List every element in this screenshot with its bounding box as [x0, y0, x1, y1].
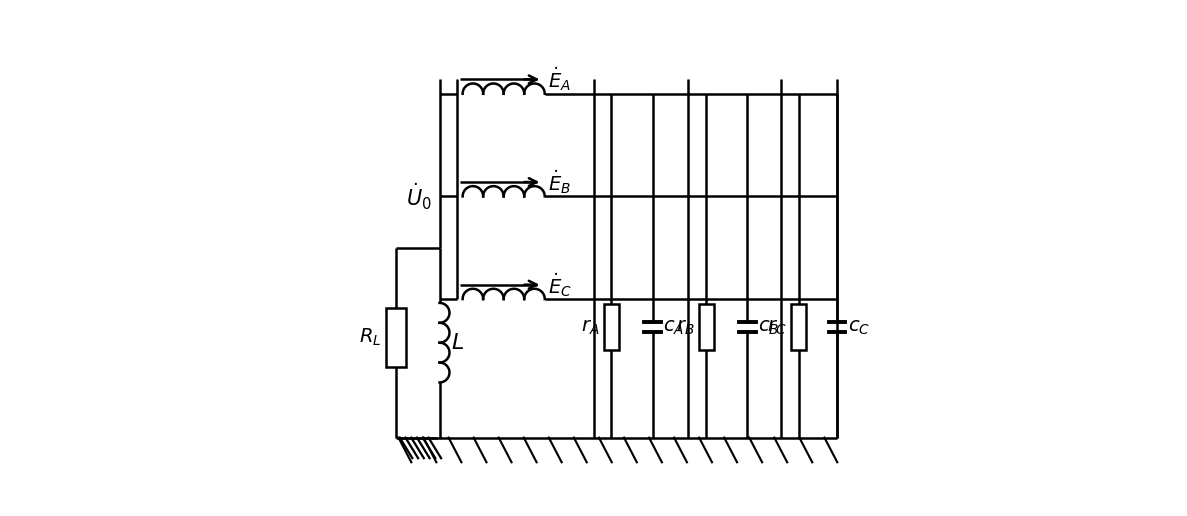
Bar [699, 304, 715, 350]
Bar [791, 304, 806, 350]
Text: $r_B$: $r_B$ [677, 318, 694, 337]
Text: $R_L$: $R_L$ [358, 327, 381, 348]
Bar [604, 304, 620, 350]
Text: $\dot{E}_B$: $\dot{E}_B$ [548, 168, 571, 196]
Text: $r_C$: $r_C$ [768, 318, 787, 337]
Text: $c_A$: $c_A$ [664, 318, 685, 337]
Text: $\dot{U}_0$: $\dot{U}_0$ [406, 181, 432, 212]
Text: $c_B$: $c_B$ [758, 318, 780, 337]
Bar [386, 308, 406, 367]
Text: $\dot{E}_C$: $\dot{E}_C$ [548, 271, 572, 299]
Text: $L$: $L$ [451, 333, 464, 352]
Text: $r_A$: $r_A$ [582, 318, 599, 337]
Text: $\dot{E}_A$: $\dot{E}_A$ [548, 66, 571, 93]
Text: $c_C$: $c_C$ [848, 318, 870, 337]
